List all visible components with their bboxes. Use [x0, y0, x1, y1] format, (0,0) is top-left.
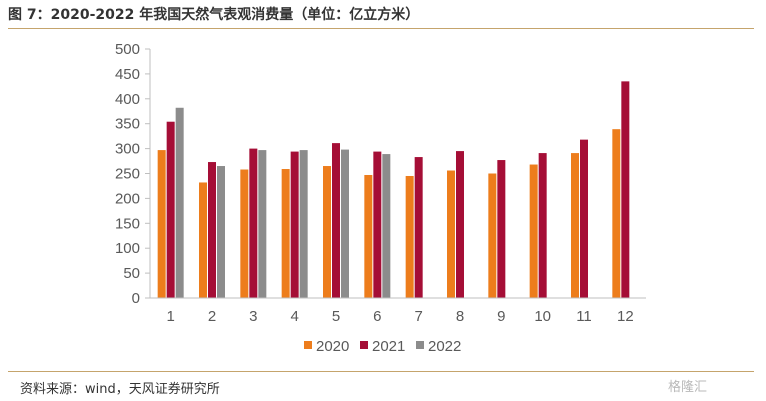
legend-label-2022: 2022 [428, 338, 461, 355]
bar-2021-9 [497, 160, 506, 298]
x-tick-label: 10 [534, 308, 551, 325]
chart-title: 图 7：2020-2022 年我国天然气表观消费量（单位：亿立方米） [8, 7, 420, 23]
bar-2020-8 [447, 170, 455, 298]
y-tick-label: 400 [115, 91, 140, 108]
bar-2020-11 [571, 153, 579, 298]
y-tick-label: 450 [115, 66, 140, 83]
bar-2021-7 [414, 157, 423, 298]
bar-2021-2 [208, 162, 216, 298]
bars [157, 81, 630, 299]
bar-2022-6 [382, 154, 391, 298]
bar-2021-1 [166, 121, 175, 298]
x-tick-label: 7 [414, 308, 422, 325]
x-tick-label: 6 [373, 308, 381, 325]
bar-2021-11 [580, 139, 588, 298]
x-tick-label: 2 [208, 308, 216, 325]
y-axis: 0 50 100 150 200 250 300 350 400 450 500 [115, 41, 151, 307]
title-divider [8, 28, 754, 29]
bar-2021-12 [621, 81, 630, 299]
bar-2020-7 [405, 175, 414, 298]
x-tick-label: 8 [456, 308, 464, 325]
x-tick-label: 11 [576, 308, 592, 325]
bar-2020-5 [323, 166, 331, 298]
legend-swatch-2022 [416, 341, 424, 349]
source-divider [8, 371, 754, 372]
bar-2021-3 [249, 148, 258, 298]
bar-2021-4 [290, 151, 299, 298]
bar-2020-1 [157, 150, 166, 298]
bar-2022-2 [217, 166, 225, 298]
x-tick-label: 3 [249, 308, 257, 325]
legend: 2020 2021 2022 [304, 338, 461, 355]
y-tick-label: 250 [115, 166, 140, 183]
bar-2021-8 [456, 151, 464, 298]
x-axis: 1 2 3 4 5 6 7 8 9 10 11 12 [150, 297, 646, 325]
watermark-logo: 格隆汇 [668, 380, 708, 395]
bar-2020-6 [364, 174, 373, 298]
bar-2022-4 [299, 150, 308, 298]
bar-2022-5 [341, 149, 349, 298]
legend-swatch-2021 [360, 341, 368, 349]
bar-2020-10 [529, 164, 538, 298]
x-tick-label: 9 [497, 308, 505, 325]
y-tick-label: 100 [115, 240, 140, 257]
bar-2020-2 [199, 182, 207, 298]
bar-2021-5 [332, 143, 340, 298]
y-tick-label: 0 [132, 290, 140, 307]
bar-2021-10 [538, 153, 547, 298]
x-tick-label: 12 [617, 308, 634, 325]
legend-label-2020: 2020 [316, 338, 349, 355]
y-tick-label: 350 [115, 116, 140, 133]
x-tick-label: 4 [290, 308, 298, 325]
y-tick-label: 50 [123, 265, 140, 282]
bar-2022-3 [258, 150, 267, 298]
y-tick-label: 200 [115, 190, 140, 207]
y-tick-label: 500 [115, 41, 140, 58]
bar-2020-4 [281, 169, 290, 298]
legend-swatch-2020 [304, 341, 312, 349]
y-tick-label: 150 [115, 215, 140, 232]
bar-2022-1 [175, 107, 184, 298]
bar-2020-9 [488, 173, 497, 298]
legend-label-2021: 2021 [372, 338, 405, 355]
bar-2020-12 [612, 129, 621, 298]
y-tick-label: 300 [115, 141, 140, 158]
bar-2021-6 [373, 151, 382, 298]
bar-2020-3 [240, 169, 249, 298]
x-tick-label: 1 [166, 308, 174, 325]
x-tick-label: 5 [332, 308, 340, 325]
source-note: 资料来源：wind，天风证券研究所 [20, 382, 220, 397]
